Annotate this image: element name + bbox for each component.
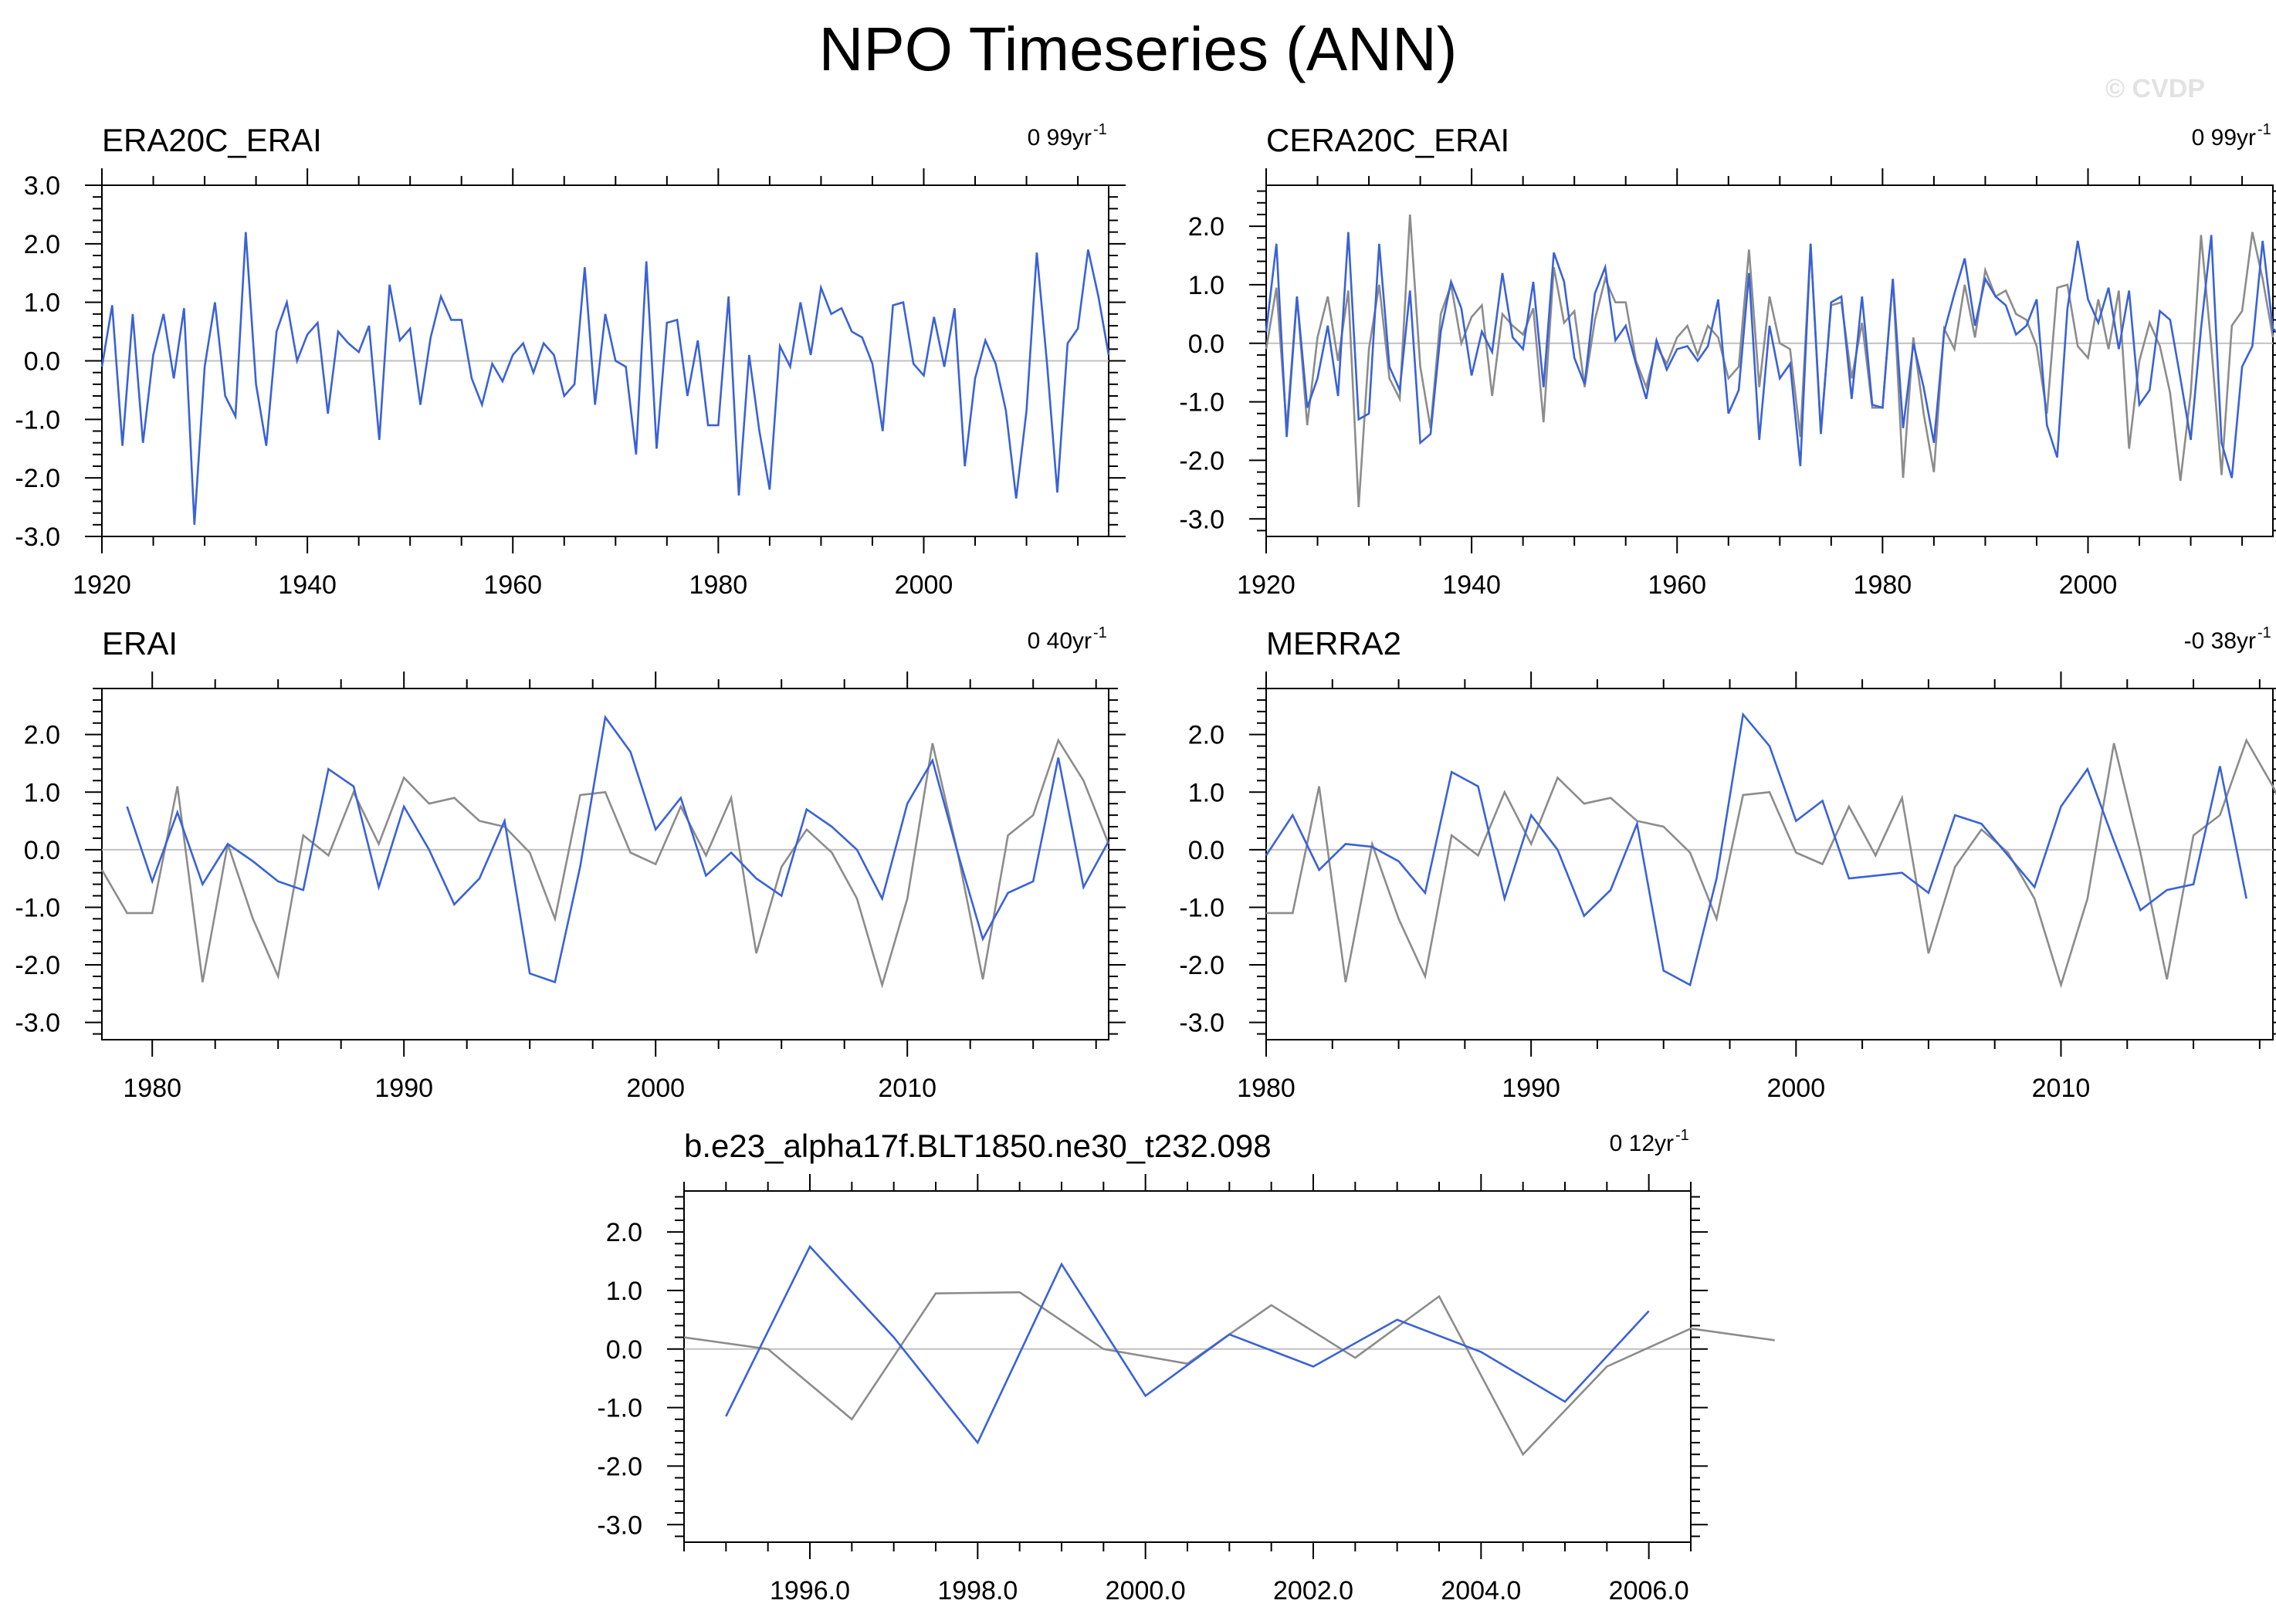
y-tick-label: -2.0	[597, 1452, 642, 1481]
y-tick-label: 0.0	[606, 1335, 642, 1365]
x-tick-label: 1980	[123, 1074, 181, 1103]
trend-label: 0 99yr	[1028, 125, 1092, 151]
trend-label: -0 38yr	[2184, 628, 2256, 654]
chart-panel-1: ERA20C_ERAI 0 99yr -1 1920 1940 1960 1980 2000 3…	[15, 121, 1126, 600]
x-tick-label: 1940	[278, 570, 337, 600]
chart-panel-3: ERAI 0 40yr -1 1980 1990 2000 2010 2.0 1.0 0.0 -1.…	[15, 624, 1126, 1103]
trend-label: 0 12yr	[1610, 1131, 1674, 1156]
y-tick-label: 1.0	[24, 289, 60, 318]
watermark: © CVDP	[2105, 74, 2205, 103]
chart-panel-5: b.e23_alpha17f.BLT1850.ne30_t232.098 0 12…	[597, 1127, 1775, 1605]
series-line-blue	[1265, 232, 2276, 479]
x-tick-label: 1940	[1442, 570, 1501, 600]
y-tick-label: 3.0	[24, 171, 60, 201]
plot-frame	[1265, 184, 2274, 537]
series-line-blue	[100, 232, 1110, 525]
y-tick-label: 1.0	[1188, 271, 1224, 300]
trend-unit: -1	[1675, 1127, 1689, 1144]
series-line-blue	[126, 715, 1110, 984]
panel-title: b.e23_alpha17f.BLT1850.ne30_t232.098	[684, 1128, 1272, 1164]
x-tick-label: 2002.0	[1273, 1576, 1353, 1605]
y-tick-label: 1.0	[606, 1277, 642, 1306]
series-line-blue	[1265, 712, 2247, 987]
y-tick-label: -2.0	[15, 464, 60, 493]
panel-title: ERA20C_ERAI	[102, 122, 322, 158]
trend-unit: -1	[2257, 624, 2271, 641]
x-tick-label: 2004.0	[1441, 1576, 1521, 1605]
trend-unit: -1	[1093, 624, 1107, 641]
x-tick-label: 1960	[483, 570, 542, 600]
trend-label: 0 99yr	[2192, 125, 2256, 151]
x-tick-label: 1960	[1648, 570, 1706, 600]
y-tick-label: -3.0	[15, 1009, 60, 1038]
panel-title: CERA20C_ERAI	[1266, 122, 1509, 158]
plot-frame	[1265, 688, 2274, 1040]
y-tick-label: 0.0	[1188, 330, 1224, 359]
x-tick-label: 1980	[1237, 1074, 1295, 1103]
plot-frame	[683, 1190, 1692, 1543]
x-tick-label: 2000	[1766, 1074, 1825, 1103]
x-tick-label: 1920	[1237, 570, 1295, 600]
y-tick-label: 2.0	[606, 1218, 642, 1247]
series-line-gray	[1266, 737, 2276, 989]
y-tick-label: -2.0	[15, 951, 60, 980]
y-tick-label: -2.0	[1179, 951, 1224, 980]
x-tick-label: 1990	[1502, 1074, 1560, 1103]
trend-label: 0 40yr	[1028, 628, 1092, 654]
y-tick-label: 1.0	[1188, 778, 1224, 807]
x-tick-label: 1980	[689, 570, 748, 600]
x-tick-label: 2000	[626, 1074, 685, 1103]
y-tick-label: -2.0	[1179, 446, 1224, 475]
chart-panel-2: CERA20C_ERAI 0 99yr -1 1920 1940 1960 1980 2000…	[1179, 121, 2276, 600]
series-line-blue	[725, 1244, 1650, 1445]
y-tick-label: -1.0	[1179, 388, 1224, 418]
x-tick-label: 1980	[1854, 570, 1912, 600]
x-tick-label: 2000	[895, 570, 953, 600]
plot-frame	[101, 688, 1109, 1040]
x-tick-label: 2010	[2032, 1074, 2091, 1103]
y-tick-label: 0.0	[1188, 836, 1224, 865]
y-tick-label: 1.0	[24, 778, 60, 807]
x-tick-label: 2010	[878, 1074, 936, 1103]
y-tick-label: -1.0	[15, 405, 60, 435]
x-tick-label: 2000.0	[1106, 1576, 1186, 1605]
y-tick-label: 0.0	[24, 836, 60, 865]
y-tick-label: -1.0	[597, 1394, 642, 1423]
trend-unit: -1	[2257, 121, 2271, 138]
y-tick-label: -3.0	[1179, 1009, 1224, 1038]
y-tick-label: 2.0	[1188, 721, 1224, 750]
y-tick-label: -1.0	[1179, 893, 1224, 922]
x-tick-label: 2000	[2059, 570, 2118, 600]
y-tick-label: 2.0	[1188, 212, 1224, 242]
x-tick-label: 1990	[374, 1074, 433, 1103]
y-tick-label: 2.0	[24, 230, 60, 259]
series-line-gray	[1265, 214, 2274, 508]
y-tick-label: -3.0	[597, 1511, 642, 1540]
trend-unit: -1	[1093, 121, 1107, 138]
panel-title: MERRA2	[1266, 625, 1401, 661]
x-tick-label: 2006.0	[1609, 1576, 1689, 1605]
y-tick-label: 2.0	[24, 721, 60, 750]
y-tick-label: -3.0	[1179, 505, 1224, 534]
y-tick-label: -1.0	[15, 893, 60, 922]
x-tick-label: 1998.0	[937, 1576, 1018, 1605]
x-tick-label: 1920	[73, 570, 131, 600]
page-title: NPO Timeseries (ANN)	[818, 15, 1458, 83]
series-line-gray	[683, 1291, 1775, 1457]
y-tick-label: -3.0	[15, 523, 60, 552]
x-tick-label: 1996.0	[770, 1576, 850, 1605]
y-tick-label: 0.0	[24, 347, 60, 377]
panel-title: ERAI	[102, 625, 178, 661]
chart-panel-4: MERRA2 -0 38yr -1 1980 1990 2000 2010 2.0 1.0 0.0…	[1179, 624, 2276, 1103]
series-line-gray	[100, 738, 1110, 989]
